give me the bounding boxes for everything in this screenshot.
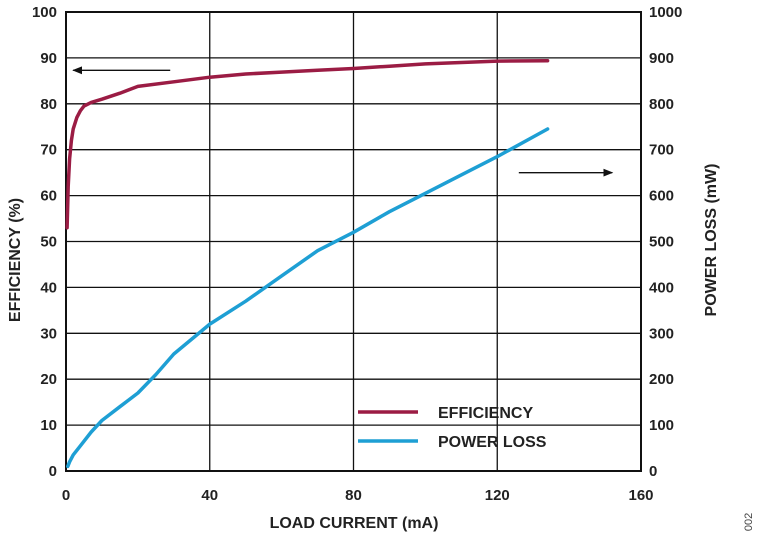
x-tick-label-2: 80: [345, 487, 362, 504]
grid: [66, 12, 641, 471]
plot-frame: [65, 11, 642, 472]
x-tick-label-4: 160: [628, 487, 653, 504]
x-tick-label-0: 0: [62, 487, 70, 504]
y-left-tick-label-4: 40: [40, 279, 57, 296]
legend-label-efficiency: EFFICIENCY: [438, 405, 533, 422]
y-right-tick-label-8: 800: [649, 96, 674, 113]
figure-id: 002: [743, 513, 755, 531]
y-right-axis-title: POWER LOSS (mW): [703, 164, 720, 317]
y-left-tick-label-1: 10: [40, 417, 57, 434]
series-line-efficiency: [65, 58, 550, 230]
y-right-tick-label-9: 900: [649, 50, 674, 67]
legend-label-power-loss: POWER LOSS: [438, 434, 547, 451]
y-right-tick-label-6: 600: [649, 188, 674, 205]
x-tick-label-1: 40: [201, 487, 218, 504]
y-left-tick-label-2: 20: [40, 371, 57, 388]
y-right-tick-label-3: 300: [649, 325, 674, 342]
y-left-tick-label-8: 80: [40, 96, 57, 113]
y-right-tick-label-2: 200: [649, 371, 674, 388]
y-left-tick-label-5: 50: [40, 234, 57, 251]
y-left-tick-label-3: 30: [40, 325, 57, 342]
y-right-tick-label-1: 100: [649, 417, 674, 434]
x-axis-title: LOAD CURRENT (mA): [270, 515, 439, 532]
y-right-tick-label-0: 0: [649, 463, 657, 480]
y-left-tick-label-9: 90: [40, 50, 57, 67]
y-left-tick-label-6: 60: [40, 188, 57, 205]
annotations: [72, 66, 614, 177]
series-line-power-loss: [66, 127, 550, 469]
y-left-axis-title: EFFICIENCY (%): [7, 198, 24, 322]
y-left-tick-label-7: 70: [40, 142, 57, 159]
y-left-tick-label-0: 0: [49, 463, 57, 480]
y-right-tick-label-10: 1000: [649, 4, 682, 21]
legend: EFFICIENCY POWER LOSS: [358, 405, 547, 451]
y-right-tick-label-5: 500: [649, 234, 674, 251]
y-left-tick-label-10: 100: [32, 4, 57, 21]
tick-labels: 0 40 80 120 16001020304050607080901000100200…: [32, 4, 682, 504]
y-right-tick-label-7: 700: [649, 142, 674, 159]
y-right-tick-label-4: 400: [649, 279, 674, 296]
series: [65, 58, 550, 469]
x-tick-label-3: 120: [485, 487, 510, 504]
